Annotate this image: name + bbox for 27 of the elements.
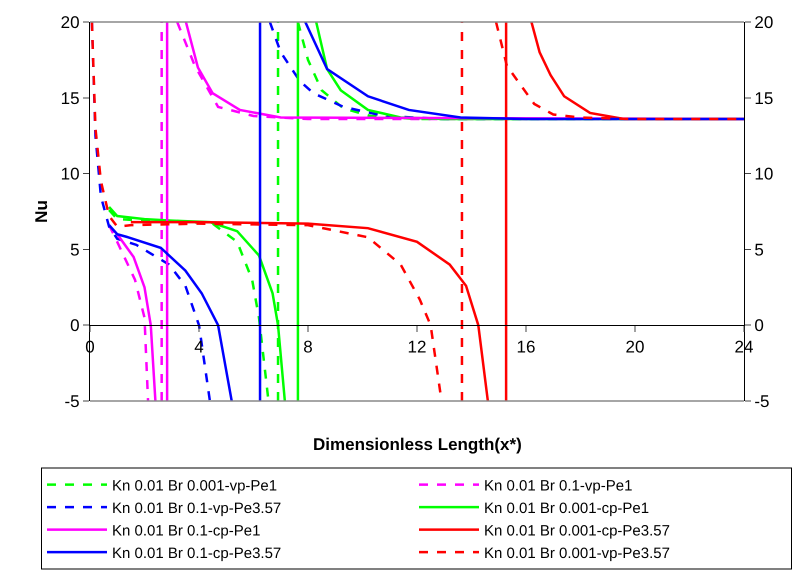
- legend-label: Kn 0.01 Br 0.001-cp-Pe3.57: [484, 522, 670, 540]
- y-axis-title: Nu: [32, 200, 52, 223]
- y-tick-label: 5: [70, 240, 80, 260]
- y2-tick-label: 10: [754, 164, 774, 184]
- y-tick-label: 20: [60, 12, 80, 32]
- x-tick-label: 4: [194, 338, 204, 357]
- legend-label: Kn 0.01 Br 0.001-vp-Pe3.57: [484, 544, 670, 562]
- x-tick-label: 20: [626, 338, 644, 357]
- y-tick-label: 0: [70, 316, 80, 336]
- x-axis-title: Dimensionless Length(x*): [313, 435, 522, 454]
- x-tick-label: 12: [408, 338, 426, 357]
- legend-label: Kn 0.01 Br 0.001-vp-Pe1: [112, 477, 278, 494]
- y2-tick-label: 15: [754, 88, 774, 108]
- y2-tick-label: 0: [754, 316, 764, 336]
- y-tick-label: 15: [60, 88, 80, 108]
- y2-tick-label: -5: [754, 392, 770, 411]
- x-tick-label: 8: [303, 338, 313, 357]
- y-tick-label: -5: [64, 392, 80, 411]
- y2-tick-label: 5: [754, 240, 764, 260]
- x-tick-label: 16: [516, 338, 536, 357]
- legend-label: Kn 0.01 Br 0.001-cp-Pe1: [484, 500, 650, 517]
- legend-label: Kn 0.01 Br 0.1-cp-Pe3.57: [112, 544, 282, 562]
- legend-label: Kn 0.01 Br 0.1-vp-Pe1: [484, 477, 632, 494]
- legend-label: Kn 0.01 Br 0.1-cp-Pe1: [112, 522, 260, 540]
- legend-label: Kn 0.01 Br 0.1-vp-Pe3.57: [112, 500, 282, 517]
- y-tick-label: 10: [60, 164, 80, 184]
- y2-tick-label: 20: [754, 12, 774, 32]
